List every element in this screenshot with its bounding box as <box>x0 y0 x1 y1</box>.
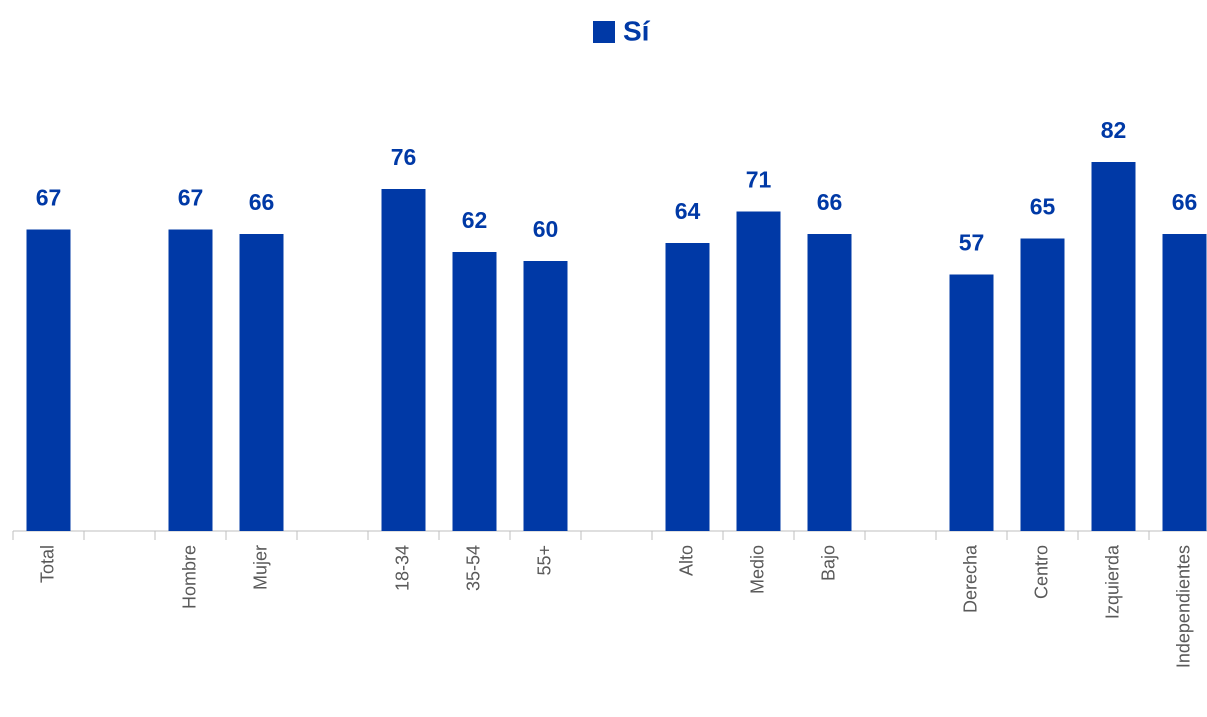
x-tick-label: Derecha <box>960 544 980 613</box>
value-label: 65 <box>1030 194 1056 220</box>
x-tick-label: Alto <box>676 545 696 576</box>
value-label: 64 <box>675 198 701 224</box>
x-tick-label: Independientes <box>1173 545 1193 668</box>
value-label: 66 <box>1172 189 1198 215</box>
value-label: 57 <box>959 230 985 256</box>
value-label: 76 <box>391 144 417 170</box>
x-tick-label: 55+ <box>534 545 554 576</box>
legend-label: Sí <box>623 15 651 46</box>
x-tick-label: Mujer <box>250 545 270 590</box>
bar <box>452 252 497 531</box>
bar <box>1020 238 1065 531</box>
value-label: 82 <box>1101 117 1127 143</box>
value-label: 62 <box>462 207 488 233</box>
bar <box>665 243 710 531</box>
value-label: 67 <box>178 185 204 211</box>
value-label: 60 <box>533 216 559 242</box>
value-label: 71 <box>746 167 772 193</box>
bar <box>26 229 71 531</box>
legend-swatch <box>593 21 615 43</box>
x-tick-label: Hombre <box>179 545 199 609</box>
value-label: 66 <box>249 189 275 215</box>
x-tick-label: Total <box>37 545 57 583</box>
value-label: 67 <box>36 185 62 211</box>
bar <box>949 274 994 531</box>
x-tick-label: Izquierda <box>1102 544 1122 619</box>
bar <box>168 229 213 531</box>
bar <box>381 189 426 531</box>
bar <box>807 234 852 531</box>
x-tick-label: Medio <box>747 545 767 594</box>
bar <box>523 261 568 531</box>
x-tick-label: Bajo <box>818 545 838 581</box>
x-tick-label: 35-54 <box>463 545 483 591</box>
x-tick-label: 18-34 <box>392 545 412 591</box>
x-tick-label: Centro <box>1031 545 1051 599</box>
bar <box>1162 234 1207 531</box>
bar <box>736 211 781 531</box>
bar <box>239 234 284 531</box>
bar <box>1091 162 1136 531</box>
value-label: 66 <box>817 189 843 215</box>
